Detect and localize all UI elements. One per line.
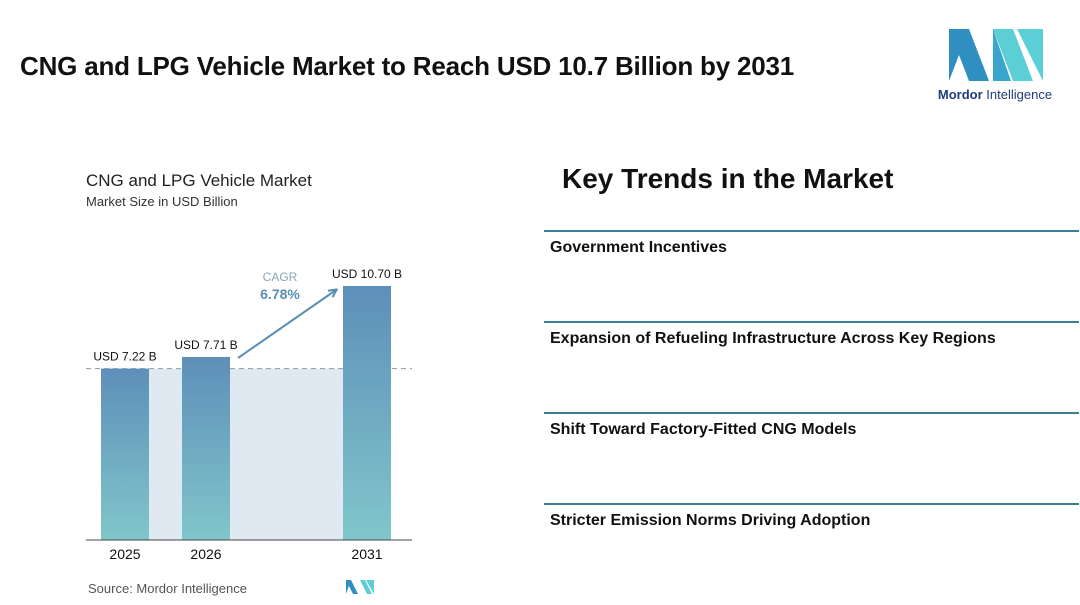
trend-label: Stricter Emission Norms Driving Adoption (550, 512, 871, 529)
trend-label: Shift Toward Factory-Fitted CNG Models (550, 421, 857, 438)
bar-2025 (101, 368, 149, 540)
x-tick-2031: 2031 (351, 546, 382, 562)
data-label-2026: USD 7.71 B (174, 338, 237, 352)
trend-item-emission-norms: Stricter Emission Norms Driving Adoption (544, 503, 1079, 529)
chart-subtitle: Market Size in USD Billion (86, 194, 238, 209)
cagr-arrow (237, 290, 336, 359)
trend-label: Expansion of Refueling Infrastructure Ac… (550, 330, 996, 347)
bar-2031 (343, 286, 391, 540)
mordor-intelligence-mini-logo-icon (346, 580, 374, 594)
trend-item-factory-fitted-cng: Shift Toward Factory-Fitted CNG Models (544, 412, 1079, 438)
trend-item-government-incentives: Government Incentives (544, 230, 1079, 256)
data-label-2025: USD 7.22 B (93, 350, 156, 364)
trend-label: Government Incentives (550, 239, 727, 256)
trend-item-refueling-infrastructure: Expansion of Refueling Infrastructure Ac… (544, 321, 1079, 347)
cagr-label: CAGR (263, 270, 298, 284)
cagr-value: 6.78% (260, 286, 300, 302)
chart-title: CNG and LPG Vehicle Market (86, 171, 312, 190)
chart-source: Source: Mordor Intelligence (88, 581, 247, 596)
reference-shade (101, 368, 391, 540)
x-tick-2025: 2025 (109, 546, 140, 562)
key-trends-title: Key Trends in the Market (562, 163, 894, 194)
page-title: CNG and LPG Vehicle Market to Reach USD … (20, 51, 795, 81)
data-label-2031: USD 10.70 B (332, 267, 402, 281)
x-tick-2026: 2026 (190, 546, 221, 562)
market-size-chart: USD 7.22 B 2025 USD 7.71 B 2026 USD 10.70 B 2… (86, 267, 412, 562)
brand-wordmark: Mordor Intelligence (937, 87, 1053, 102)
mordor-intelligence-logo-icon (949, 29, 1043, 81)
brand-logo: Mordor Intelligence (935, 27, 1055, 107)
bar-2026 (182, 356, 230, 540)
